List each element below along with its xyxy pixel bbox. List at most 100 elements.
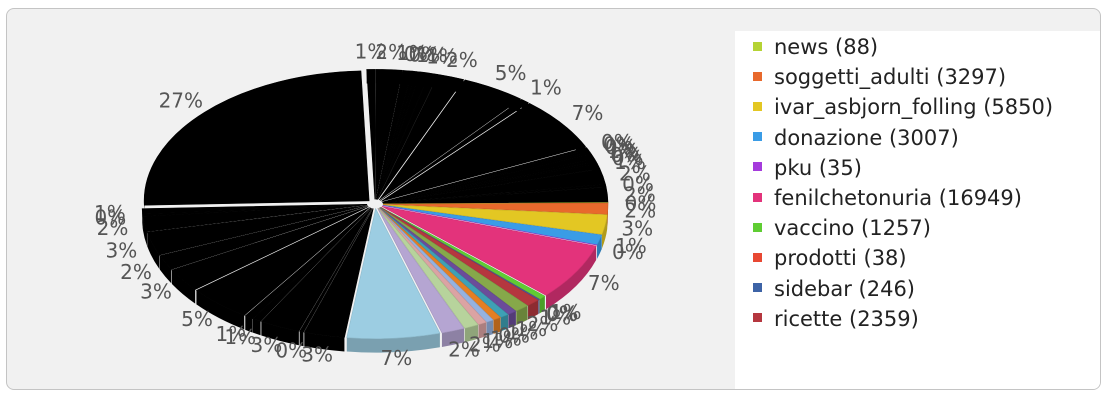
legend-label: soggetti_adulti (3297) (774, 65, 1007, 90)
pie-slices (141, 69, 609, 353)
pie-slice-top-21 (260, 208, 372, 332)
pie-percent-label-12: 1% (507, 321, 539, 345)
pie-slice-top-20 (299, 208, 373, 333)
pie-slice-21 (260, 208, 372, 346)
pie-slice-15 (378, 207, 487, 339)
legend-item[interactable]: fenilchetonuria (16949) (753, 184, 1022, 212)
chart-legend: news (88) soggetti_adulti (3297) ivar_asbj… (735, 31, 1100, 389)
pie-slice-side-22 (252, 318, 261, 336)
pie-percent-label-33: 2% (375, 40, 407, 64)
pie-slice-24 (195, 207, 370, 330)
pie-slice-top-39 (377, 74, 465, 200)
pie-slice-side-27 (147, 232, 160, 269)
legend-item[interactable]: vaccino (1257) (753, 214, 931, 242)
pie-slice-top-1 (382, 202, 609, 215)
legend-label: ivar_asbjorn_folling (5850) (774, 95, 1054, 120)
pie-percent-label-48: 0% (612, 146, 644, 170)
pie-slice-20 (299, 208, 373, 347)
pie-slice-top-49 (382, 163, 601, 204)
pie-percent-label-29: 0% (95, 206, 127, 230)
pie-slice-top-2 (382, 204, 608, 235)
pie-slice-top-51 (382, 184, 607, 204)
pie-slice-top-33 (375, 69, 403, 200)
pie-slice-top-37 (376, 71, 430, 200)
pie-slice-39 (377, 74, 465, 200)
pie-percent-label-34: 1% (396, 41, 428, 65)
pie-percent-label-30: 1% (94, 201, 126, 225)
legend-swatch (753, 41, 762, 51)
pie-slice-top-32 (366, 69, 376, 200)
pie-percent-label-7: 0% (547, 302, 579, 326)
pie-slice-42 (381, 103, 587, 202)
pie-percent-label-51: 0% (622, 172, 654, 196)
pie-percent-label-27: 3% (106, 238, 138, 262)
pie-slice-12 (379, 207, 509, 332)
pie-slice-side-20 (299, 331, 304, 347)
pie-slice-9 (380, 207, 539, 320)
pie-slice-top-24 (195, 207, 370, 316)
pie-percent-label-11: 1% (515, 317, 547, 341)
pie-slice-side-23 (245, 315, 253, 333)
pie-slice-25 (171, 206, 369, 304)
legend-label: ricette (2359) (774, 306, 919, 331)
pie-chart: 0%2%3%1%0%7%1%0%0%1%2%1%1%0%1%1%2%2%7%3%… (94, 40, 656, 370)
pie-slice-29 (142, 204, 368, 231)
pie-percent-label-49: 1% (614, 150, 646, 174)
pie-slice-side-9 (528, 300, 539, 320)
pie-slice-22 (252, 207, 372, 336)
legend-swatch (753, 222, 762, 232)
pie-slice-top-40 (378, 79, 522, 201)
legend-swatch (753, 101, 762, 111)
pie-percent-label-44: 0% (603, 132, 635, 156)
pie-percent-label-35: 0% (404, 42, 436, 66)
legend-item[interactable]: sidebar (246) (753, 275, 915, 303)
pie-slice-top-19 (303, 208, 374, 338)
pie-percent-label-15: 1% (482, 329, 514, 353)
pie-slice-top-18 (346, 207, 441, 339)
pie-slice-18 (346, 207, 441, 353)
legend-label: fenilchetonuria (16949) (774, 186, 1022, 210)
legend-item[interactable]: news (88) (753, 33, 878, 61)
pie-slice-10 (379, 207, 529, 326)
legend-item[interactable]: soggetti_adulti (3297) (753, 63, 1006, 91)
pie-percent-label-16: 2% (469, 333, 501, 357)
pie-slice-side-15 (478, 322, 487, 339)
pie-slice-1 (382, 202, 609, 229)
pie-percent-label-28: 2% (97, 216, 129, 240)
pie-percent-label-9: 1% (539, 306, 571, 330)
pie-percent-label-39: 2% (446, 48, 478, 72)
pie-slice-top-17 (377, 208, 465, 334)
legend-item[interactable]: pku (35) (753, 154, 862, 182)
pie-slice-side-17 (441, 328, 465, 347)
pie-percent-label-36: 0% (409, 42, 441, 66)
pie-percent-label-1: 2% (624, 198, 656, 222)
pie-slice-side-25 (171, 269, 196, 304)
pie-slice-side-21 (261, 321, 299, 346)
legend-label: news (88) (774, 35, 879, 59)
legend-item[interactable]: ivar_asbjorn_folling (5850) (753, 93, 1053, 121)
pie-slice-side-3 (597, 234, 602, 259)
pie-slice-5 (381, 206, 597, 310)
pie-slice-side-24 (196, 290, 245, 330)
pie-slice-27 (146, 205, 368, 269)
legend-item[interactable]: prodotti (38) (753, 244, 907, 272)
pie-slice-side-11 (508, 311, 516, 329)
pie-percent-label-8: 0% (546, 302, 578, 326)
legend-swatch (753, 162, 762, 172)
legend-item[interactable]: donazione (3007) (753, 124, 959, 152)
pie-percent-label-21: 3% (251, 333, 283, 357)
pie-slice-top-42 (381, 103, 587, 202)
pie-percent-label-3: 1% (615, 234, 647, 258)
chart-panel: 0% 2% 3% 1% 0% 7% 1% 0% 0% 1% 2% 1% 1% 0% 1% 1% 2% 2% 7% 3%… (6, 8, 1101, 390)
pie-slice-side-5 (546, 246, 597, 310)
pie-percent-label-5: 7% (588, 271, 620, 295)
pie-percent-label-38: 1% (426, 45, 458, 69)
pie-percent-label-6: 1% (550, 300, 582, 324)
pie-percent-label-32: 1% (355, 40, 387, 64)
pie-slice-top-5 (381, 206, 597, 296)
legend-swatch (753, 71, 762, 81)
pie-slice-side-12 (500, 314, 509, 332)
pie-slice-side-10 (516, 305, 528, 326)
pie-slice-2 (382, 204, 608, 249)
legend-item[interactable]: ricette (2359) (753, 305, 919, 333)
